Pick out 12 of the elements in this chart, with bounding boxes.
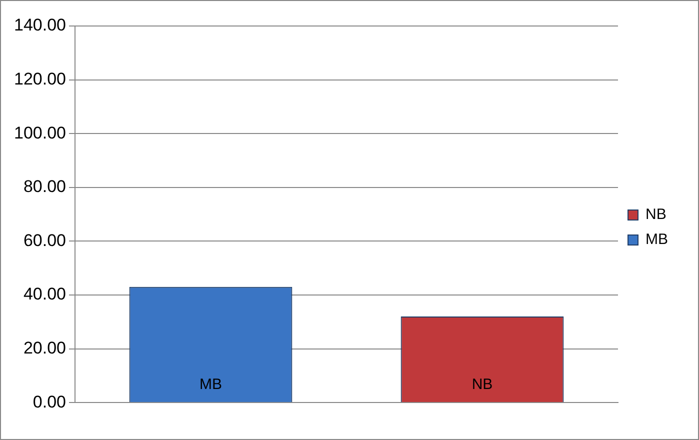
y-tick-label: 0.00 (32, 392, 66, 412)
y-tick-label: 120.00 (14, 69, 66, 88)
y-tick-label: 100.00 (14, 123, 66, 142)
y-tick-label: 60.00 (23, 230, 66, 250)
y-tick-label: 40.00 (23, 284, 66, 304)
text: NB (472, 376, 493, 394)
text: MB (199, 376, 222, 394)
y-tick-label: 80.00 (23, 177, 66, 196)
legend-label: NB (646, 206, 666, 224)
y-tick-label: 140.00 (14, 16, 66, 35)
legend-label: MB (646, 231, 668, 248)
y-tick-label: 20.00 (23, 338, 66, 358)
